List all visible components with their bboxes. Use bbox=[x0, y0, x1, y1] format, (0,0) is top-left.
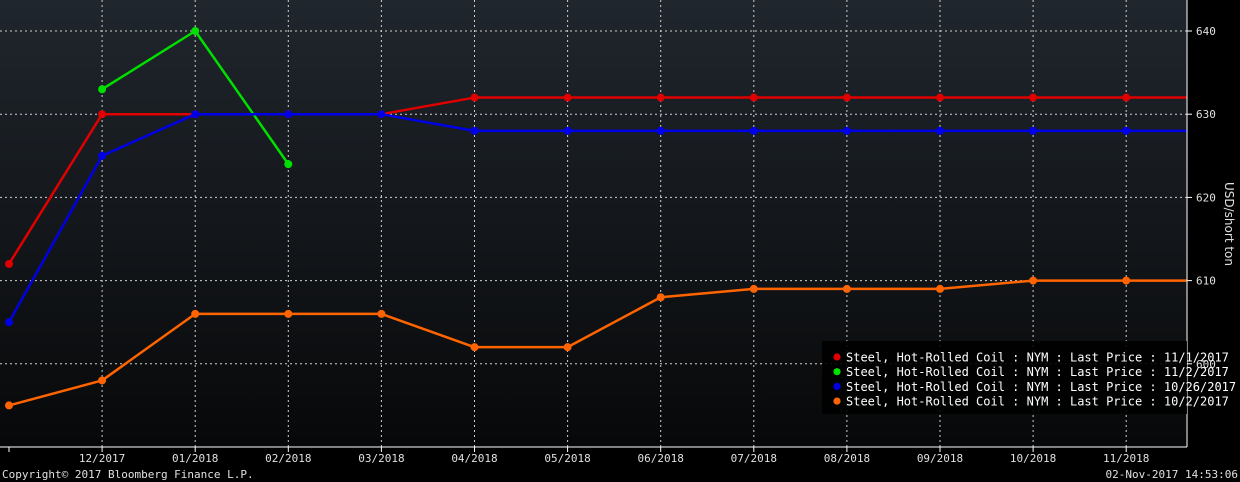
data-point bbox=[563, 126, 572, 135]
data-point bbox=[749, 126, 758, 135]
data-point bbox=[5, 401, 13, 410]
data-point bbox=[936, 93, 944, 102]
data-point bbox=[1122, 93, 1131, 102]
data-point bbox=[563, 343, 572, 352]
y-tick-label: 620 bbox=[1196, 191, 1216, 204]
y-tick-label: 610 bbox=[1196, 275, 1216, 288]
y-tick-label: 600 bbox=[1196, 358, 1216, 371]
legend-label: Steel, Hot-Rolled Coil : NYM : Last Pric… bbox=[846, 380, 1236, 394]
x-tick-label: 03/2018 bbox=[358, 452, 404, 465]
data-point bbox=[656, 93, 665, 102]
x-tick-label: 11/2018 bbox=[1103, 452, 1149, 465]
copyright-text: Copyright© 2017 Bloomberg Finance L.P. bbox=[2, 468, 254, 481]
data-point bbox=[749, 93, 758, 102]
data-point bbox=[470, 126, 479, 135]
data-point bbox=[749, 284, 758, 293]
data-point bbox=[470, 93, 479, 102]
series-4 bbox=[5, 276, 1187, 410]
y-axis-ticks: 600 610 620 630 640 bbox=[1187, 25, 1216, 371]
series-line bbox=[7, 112, 1187, 323]
data-point bbox=[842, 284, 851, 293]
legend-marker bbox=[833, 368, 841, 376]
data-point bbox=[98, 376, 107, 385]
data-point bbox=[1029, 126, 1038, 135]
x-tick-label: 12/2017 bbox=[79, 452, 125, 465]
x-tick-label: 06/2018 bbox=[638, 452, 684, 465]
x-tick-label: 01/2018 bbox=[172, 452, 218, 465]
x-tick-label: 08/2018 bbox=[824, 452, 870, 465]
data-point bbox=[470, 343, 479, 352]
legend-label: Steel, Hot-Rolled Coil : NYM : Last Pric… bbox=[846, 395, 1229, 409]
x-tick-label: 02/2018 bbox=[265, 452, 311, 465]
data-point bbox=[936, 284, 944, 293]
data-point bbox=[5, 259, 13, 268]
data-point bbox=[98, 110, 107, 119]
y-axis-label: USD/short ton bbox=[1222, 182, 1236, 266]
legend: Steel, Hot-Rolled Coil : NYM : Last Pric… bbox=[822, 341, 1236, 414]
data-point bbox=[563, 93, 572, 102]
x-tick-label: 09/2018 bbox=[917, 452, 963, 465]
data-point bbox=[191, 110, 200, 119]
timestamp-text: 02-Nov-2017 14:53:06 bbox=[1106, 468, 1238, 481]
x-tick-label: 07/2018 bbox=[731, 452, 777, 465]
data-point bbox=[1122, 276, 1131, 285]
x-tick-label: 04/2018 bbox=[451, 452, 497, 465]
data-point bbox=[191, 27, 200, 35]
legend-marker bbox=[833, 382, 841, 390]
legend-label: Steel, Hot-Rolled Coil : NYM : Last Pric… bbox=[846, 365, 1229, 379]
x-axis-ticks: 12/2017 01/2018 02/2018 03/2018 04/2018 05/20… bbox=[8, 447, 1149, 465]
x-tick-label: 10/2018 bbox=[1010, 452, 1056, 465]
series-layer bbox=[5, 27, 1187, 410]
data-point bbox=[191, 309, 200, 318]
data-point bbox=[936, 126, 944, 135]
x-tick-label: 05/2018 bbox=[544, 452, 590, 465]
data-point bbox=[284, 160, 293, 169]
y-tick-label: 630 bbox=[1196, 108, 1216, 121]
data-point bbox=[98, 85, 107, 94]
data-point bbox=[98, 151, 107, 160]
y-tick-label: 640 bbox=[1196, 25, 1216, 38]
data-point bbox=[284, 110, 293, 119]
data-point bbox=[1122, 126, 1131, 135]
data-point bbox=[377, 110, 386, 119]
legend-marker bbox=[833, 397, 841, 405]
data-point bbox=[842, 126, 851, 135]
series-2 bbox=[98, 27, 293, 169]
legend-box bbox=[822, 341, 1187, 414]
legend-label: Steel, Hot-Rolled Coil : NYM : Last Pric… bbox=[846, 351, 1229, 365]
data-point bbox=[377, 309, 386, 318]
legend-marker bbox=[833, 353, 841, 361]
data-point bbox=[1029, 93, 1038, 102]
data-point bbox=[656, 293, 665, 302]
data-point bbox=[284, 309, 293, 318]
series-3 bbox=[5, 110, 1187, 327]
series-line bbox=[8, 279, 1187, 407]
data-point bbox=[656, 126, 665, 135]
data-point bbox=[5, 318, 13, 327]
data-point bbox=[842, 93, 851, 102]
data-point bbox=[1029, 276, 1038, 285]
